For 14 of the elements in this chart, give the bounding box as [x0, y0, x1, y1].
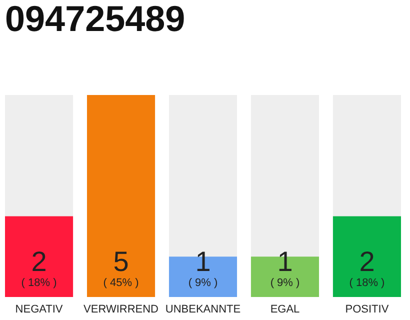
x-tick-label: UNBEKANNTE	[165, 304, 241, 316]
data-label: ( 18% )	[21, 277, 57, 289]
annotation: 2	[31, 246, 47, 277]
x-tick-label: VERWIRREND	[84, 304, 159, 316]
chart-title: 094725489	[5, 0, 186, 39]
data-label: ( 18% )	[349, 277, 385, 289]
x-tick-label: EGAL	[270, 304, 300, 316]
annotation: 5	[113, 246, 129, 277]
annotation: 2	[359, 246, 375, 277]
x-tick-label: NEGATIV	[15, 304, 64, 316]
data-label: ( 9% )	[270, 277, 300, 289]
data-label: ( 45% )	[103, 277, 139, 289]
x-tick-label: POSITIV	[345, 304, 390, 316]
data-label: ( 9% )	[188, 277, 218, 289]
